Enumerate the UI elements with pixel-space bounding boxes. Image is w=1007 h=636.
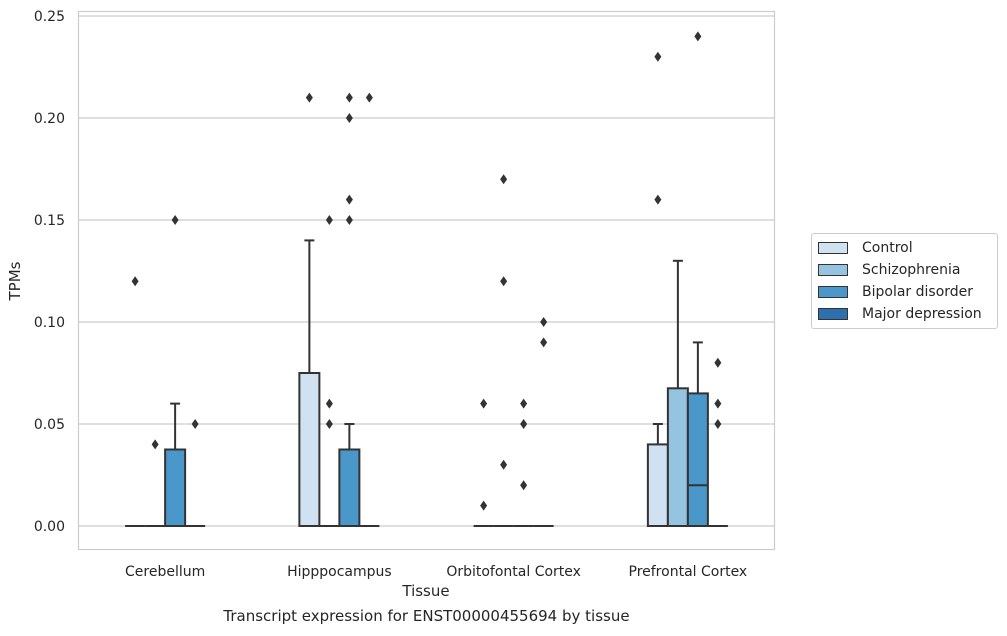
x-axis-label: Tissue xyxy=(401,582,449,600)
y-tick-label: 0.10 xyxy=(34,315,65,331)
outlier-point xyxy=(325,419,333,429)
x-tick-label: Cerebellum xyxy=(125,564,205,580)
outlier-point xyxy=(191,419,199,429)
outlier-point xyxy=(345,194,353,205)
y-axis-ticks: 0.00 0.05 0.10 0.15 0.20 0.25 xyxy=(34,9,65,535)
y-tick-label: 0.25 xyxy=(34,9,65,25)
box-bipolar-disorder xyxy=(686,341,709,527)
outlier-point xyxy=(714,419,722,429)
outlier-point xyxy=(714,398,722,409)
legend-swatch xyxy=(818,264,848,276)
outlier-point xyxy=(480,398,488,409)
y-tick-label: 0.05 xyxy=(34,417,65,433)
legend-item: Bipolar disorder xyxy=(812,281,997,303)
plot-frame xyxy=(77,10,776,551)
box-bipolar-disorder xyxy=(164,402,187,527)
outlier-point xyxy=(345,215,353,225)
legend-label: Bipolar disorder xyxy=(862,284,974,300)
outlier-point xyxy=(500,276,508,287)
outlier-point xyxy=(171,215,179,225)
outlier-point xyxy=(305,92,313,103)
outlier-point xyxy=(345,113,353,123)
legend-item: Major depression xyxy=(812,303,997,325)
outlier-point xyxy=(520,398,528,409)
outlier-point xyxy=(520,480,528,491)
legend-label: Schizophrenia xyxy=(862,262,961,278)
outlier-point xyxy=(654,51,662,62)
box xyxy=(686,392,709,527)
box-series xyxy=(125,239,728,527)
box xyxy=(338,448,361,527)
outlier-point xyxy=(694,31,702,42)
legend-item: Control xyxy=(812,237,997,259)
box-schizophrenia xyxy=(666,259,689,527)
chart-caption: Transcript expression for ENST0000045569… xyxy=(223,607,630,625)
y-tick-label: 0.00 xyxy=(34,519,65,535)
outlier-point xyxy=(540,337,548,348)
box-control xyxy=(298,239,321,527)
legend-item: Schizophrenia xyxy=(812,259,997,281)
legend-label: Major depression xyxy=(862,306,982,322)
outlier-points xyxy=(131,31,722,511)
x-tick-label: Prefrontal Cortex xyxy=(629,564,748,580)
outlier-point xyxy=(480,500,488,511)
y-axis-label: TPMs xyxy=(6,261,24,301)
box xyxy=(646,443,669,527)
legend-swatch xyxy=(818,308,848,320)
y-tick-label: 0.20 xyxy=(34,111,65,127)
x-tick-label: Hipppocampus xyxy=(287,564,392,580)
legend-swatch xyxy=(818,242,848,254)
outlier-point xyxy=(714,357,722,368)
legend: Control Schizophrenia Bipolar disorder Majo… xyxy=(811,233,998,329)
outlier-point xyxy=(500,459,508,470)
outlier-point xyxy=(345,92,353,103)
box xyxy=(666,387,689,527)
box-control xyxy=(646,423,669,527)
legend-label: Control xyxy=(862,240,913,256)
outlier-point xyxy=(325,215,333,225)
box xyxy=(164,448,187,527)
y-tick-label: 0.15 xyxy=(34,213,65,229)
box-bipolar-disorder xyxy=(338,423,361,527)
outlier-point xyxy=(654,194,662,205)
outlier-point xyxy=(520,419,528,429)
outlier-point xyxy=(365,92,373,103)
x-tick-label: Orbitofontal Cortex xyxy=(446,564,581,580)
outlier-point xyxy=(500,174,508,185)
outlier-point xyxy=(131,276,139,287)
box xyxy=(298,372,321,527)
x-axis-ticks: Cerebellum Hipppocampus Orbitofontal Corte… xyxy=(125,564,747,580)
outlier-point xyxy=(325,398,333,409)
legend-swatch xyxy=(818,286,848,298)
outlier-point xyxy=(151,439,159,450)
outlier-point xyxy=(540,317,548,327)
